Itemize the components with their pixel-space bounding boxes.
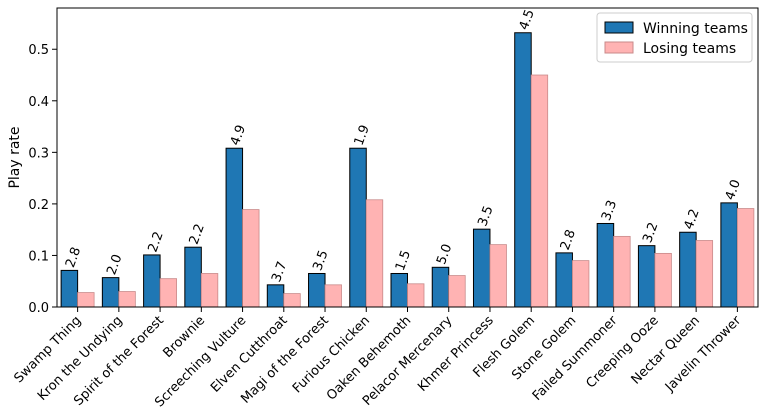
legend: Winning teams Losing teams (596, 12, 753, 63)
bar-winning-1 (101, 277, 120, 308)
bar-label-5: 3.7 (269, 260, 290, 285)
bar-losing-11 (530, 74, 549, 308)
bar-label-12: 2.8 (558, 228, 579, 253)
x-tick-label-16: Javelin Thrower (662, 313, 745, 396)
bar-label-0: 2.8 (63, 245, 84, 270)
bar-winning-3 (184, 246, 202, 308)
bar-label-1: 2.0 (104, 252, 125, 277)
bar-losing-4 (242, 209, 260, 308)
bar-losing-16 (736, 208, 755, 308)
legend-swatch-0 (604, 21, 634, 34)
bar-label-4: 4.9 (228, 123, 249, 148)
y-tick-label-2: 0.2 (28, 198, 49, 213)
bar-winning-0 (60, 269, 79, 308)
legend-label-1: Losing teams (643, 41, 736, 57)
bar-losing-0 (77, 292, 95, 308)
bar-winning-15 (679, 231, 697, 308)
bar-label-6: 3.5 (310, 248, 331, 273)
bar-losing-7 (365, 199, 384, 308)
bar-winning-10 (472, 228, 491, 308)
legend-box (596, 12, 753, 63)
bar-winning-12 (555, 252, 573, 308)
bar-losing-14 (654, 252, 672, 308)
bar-losing-13 (613, 235, 631, 308)
bar-label-13: 3.3 (599, 198, 620, 223)
bar-winning-5 (266, 284, 285, 308)
y-tick-label-4: 0.4 (28, 95, 49, 110)
legend-label-0: Winning teams (643, 21, 748, 37)
bar-losing-10 (489, 244, 507, 308)
x-tick-label-14: Creeping Ooze (584, 313, 662, 391)
bar-losing-1 (118, 291, 136, 308)
legend-swatch-1 (604, 41, 634, 54)
bar-winning-13 (596, 222, 615, 308)
x-tick-label-7: Furious Chicken (290, 313, 373, 396)
bar-winning-9 (431, 266, 450, 308)
bar-winning-2 (143, 254, 161, 308)
bar-label-3: 2.2 (187, 222, 208, 247)
bar-losing-12 (572, 260, 590, 308)
bar-losing-3 (200, 273, 219, 308)
bar-label-14: 3.2 (640, 220, 661, 245)
bar-winning-6 (308, 272, 326, 308)
bar-losing-8 (407, 283, 425, 308)
bar-losing-2 (159, 278, 177, 308)
bar-label-11: 4.5 (517, 8, 538, 33)
bar-label-15: 4.2 (682, 207, 703, 232)
y-axis: 0.0 0.1 0.2 0.3 0.4 0.5 (28, 43, 57, 316)
bar-label-16: 4.0 (723, 178, 744, 203)
bar-winning-11 (514, 32, 532, 308)
x-tick-label-10: Khmer Princess (415, 313, 497, 395)
bar-winning-16 (720, 202, 738, 308)
x-tick-label-5: Elven Cutthroat (208, 313, 291, 396)
y-tick-label-3: 0.3 (28, 146, 49, 161)
bar-losing-15 (695, 240, 714, 308)
bar-winning-4 (225, 147, 244, 308)
bar-label-10: 3.5 (475, 204, 496, 229)
bar-label-2: 2.2 (146, 230, 167, 255)
y-tick-label-1: 0.1 (28, 249, 49, 264)
bar-label-8: 1.5 (393, 248, 414, 273)
bar-winning-8 (390, 272, 409, 308)
bar-label-7: 1.9 (352, 123, 373, 148)
y-tick-label-5: 0.5 (28, 43, 49, 58)
bar-losing-9 (448, 275, 466, 308)
y-axis-label: Play rate (7, 126, 23, 188)
y-tick-label-0: 0.0 (28, 301, 49, 316)
bar-winning-14 (637, 245, 656, 308)
bar-label-9: 5.0 (434, 242, 455, 267)
bar-losing-6 (324, 284, 342, 308)
bars-group: 2.8 2.0 2.2 2.2 4.9 3.7 3.5 1.9 1.5 5.0 3.5 4.5 2.8 3… (60, 8, 755, 308)
bar-winning-7 (349, 147, 367, 308)
bar-losing-5 (283, 293, 301, 308)
